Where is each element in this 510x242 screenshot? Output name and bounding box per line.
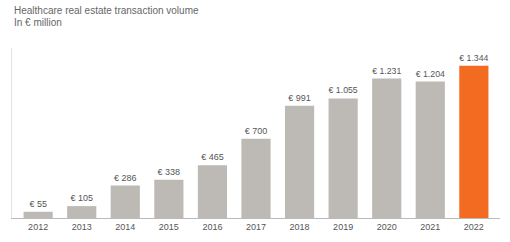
svg-text:€ 338: € 338 (158, 167, 181, 177)
svg-text:2017: 2017 (246, 222, 266, 232)
svg-text:2020: 2020 (377, 222, 397, 232)
svg-text:€ 991: € 991 (288, 93, 311, 103)
svg-text:€ 1.204: € 1.204 (416, 69, 445, 79)
svg-text:2014: 2014 (115, 222, 135, 232)
svg-text:€ 1.055: € 1.055 (329, 85, 358, 95)
svg-text:In € million: In € million (14, 17, 62, 28)
svg-text:2019: 2019 (333, 222, 353, 232)
svg-text:2018: 2018 (290, 222, 310, 232)
svg-text:2021: 2021 (420, 222, 440, 232)
svg-text:2012: 2012 (28, 222, 48, 232)
svg-text:€ 465: € 465 (201, 152, 224, 162)
svg-text:2013: 2013 (72, 222, 92, 232)
svg-text:2016: 2016 (202, 222, 222, 232)
svg-text:€ 700: € 700 (245, 126, 268, 136)
svg-text:€ 1.344: € 1.344 (459, 53, 488, 63)
svg-text:2015: 2015 (159, 222, 179, 232)
svg-text:€ 1.231: € 1.231 (372, 66, 401, 76)
svg-text:€ 105: € 105 (70, 193, 93, 203)
svg-text:Healthcare real estate transac: Healthcare real estate transaction volum… (14, 5, 199, 16)
svg-text:2022: 2022 (464, 222, 484, 232)
svg-text:€ 286: € 286 (114, 173, 137, 183)
svg-text:€ 55: € 55 (29, 199, 47, 209)
